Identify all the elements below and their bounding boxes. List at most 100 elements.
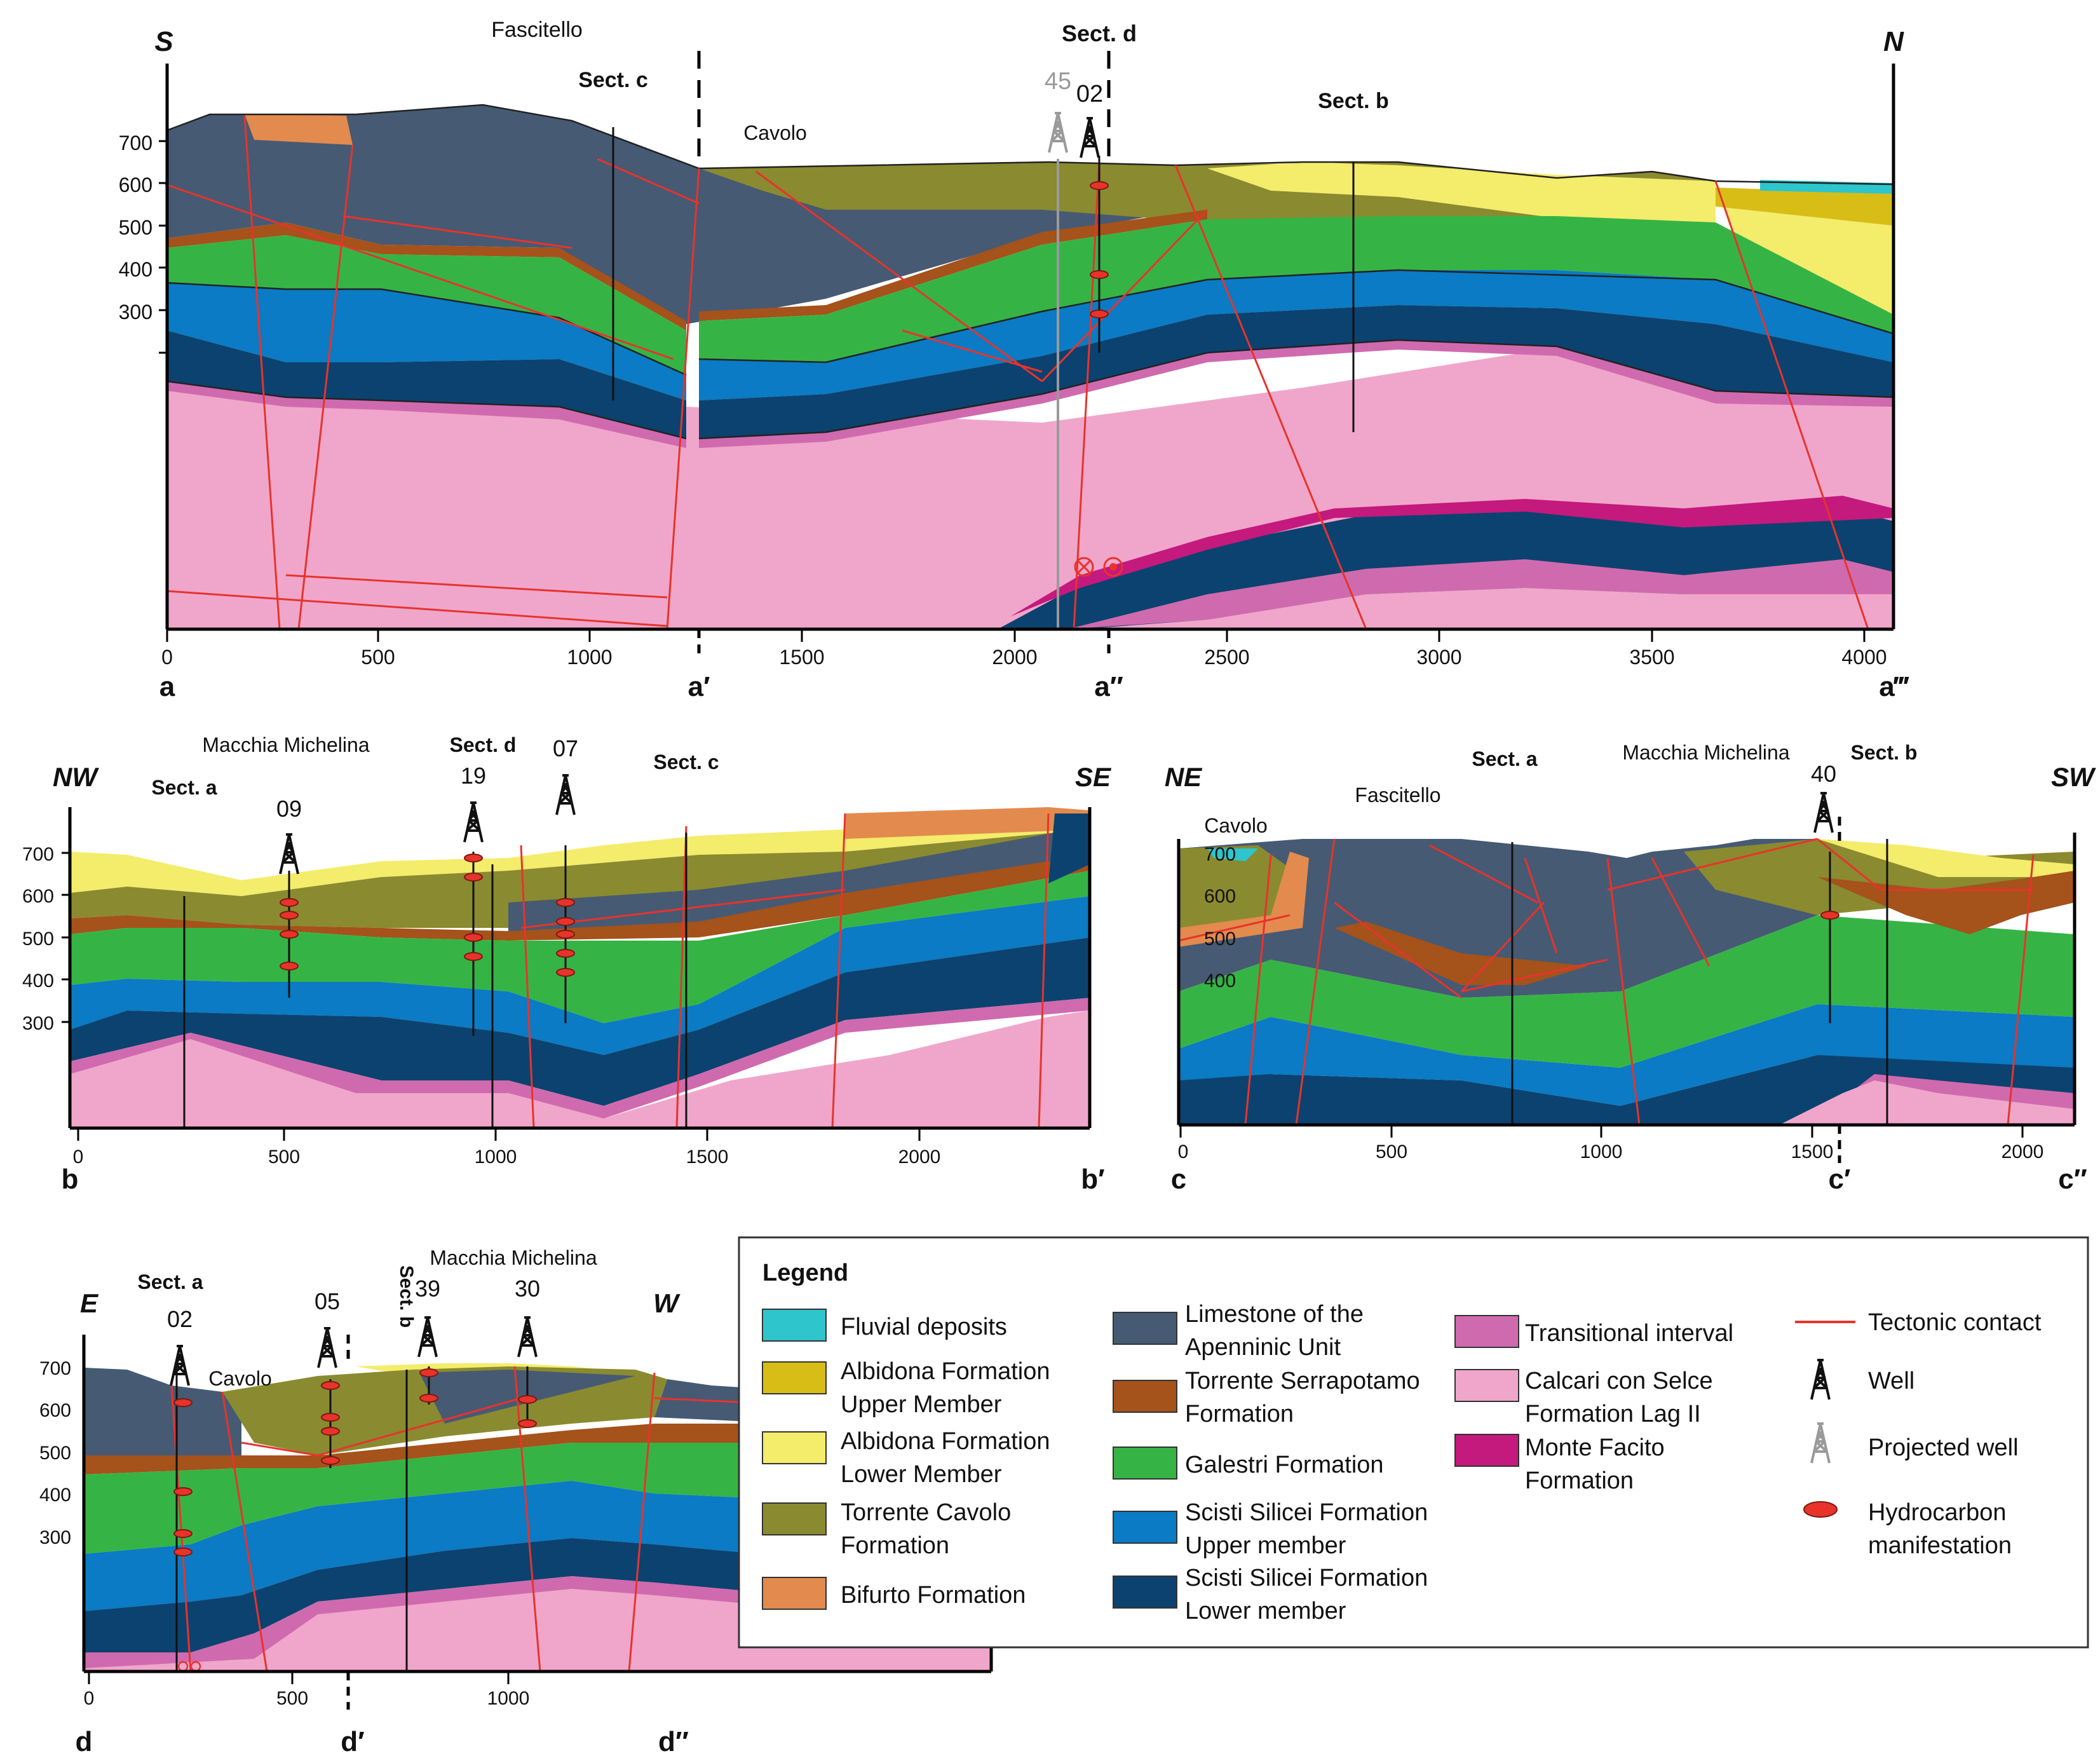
legend-cavolo: Torrente Cavolo: [841, 1499, 1011, 1526]
legend-hydrocarbon: Hydrocarbon: [1868, 1499, 2007, 1526]
legend-albidona-upper-2: Upper Member: [841, 1391, 1002, 1418]
legend-monte-facito-2: Formation: [1525, 1467, 1634, 1494]
well-icon: [1080, 117, 1100, 159]
well-30-label: 30: [515, 1276, 540, 1302]
dir-left: NE: [1165, 762, 1203, 792]
legend-albidona-upper: Albidona Formation: [841, 1358, 1050, 1385]
depth-label: 700: [22, 844, 54, 865]
cross-sect-c: Sect. c: [653, 751, 719, 773]
swatch-fluvial: [762, 1309, 827, 1342]
legend: Legend Fluvial deposits Albidona Formati…: [738, 1236, 2089, 1649]
well-icon: [170, 1345, 190, 1387]
cross-sect-d: Sect. d: [450, 733, 517, 756]
well-icon: [463, 801, 484, 843]
section-d-faults: [170, 1366, 795, 1672]
place-cavolo: Cavolo: [208, 1367, 272, 1390]
depth-label: 300: [22, 1013, 54, 1034]
point-b1: b′: [1081, 1164, 1104, 1195]
depth-label: 400: [39, 1485, 71, 1506]
depth-label: 400: [22, 970, 54, 991]
distance-label: 500: [276, 1688, 308, 1709]
projected-well-icon: [1048, 112, 1068, 154]
distance-label: 1000: [475, 1147, 517, 1167]
dir-right: SW: [2051, 762, 2096, 792]
depth-label: 600: [119, 174, 152, 196]
well-02-label: 02: [167, 1306, 193, 1332]
legend-limestone: Limestone of the: [1185, 1301, 1364, 1328]
place-cavolo: Cavolo: [743, 121, 807, 144]
well-07-label: 07: [553, 735, 578, 761]
well-icon: [517, 1316, 538, 1358]
place-macchia: Macchia Michelina: [202, 733, 369, 756]
place-macchia: Macchia Michelina: [430, 1246, 597, 1269]
section-a-well-02: [1090, 156, 1109, 353]
section-a-axes: [159, 51, 1895, 655]
point-c: c: [1171, 1164, 1186, 1195]
dir-left: S: [154, 26, 173, 57]
well-39-label: 39: [415, 1276, 440, 1302]
section-b-axes: [62, 807, 1092, 1141]
dir-right: W: [653, 1288, 681, 1318]
legend-scisti-lower: Scisti Silicei Formation: [1185, 1565, 1428, 1591]
hydrocarbon-flow-symbols: [1074, 557, 1123, 577]
well-19-label: 19: [461, 763, 486, 789]
point-c2: c″: [2058, 1164, 2087, 1195]
swatch-galestri: [1113, 1446, 1177, 1480]
point-a1: a′: [688, 671, 710, 702]
well-05-label: 05: [315, 1288, 340, 1314]
legend-bifurto: Bifurto Formation: [841, 1582, 1026, 1609]
depth-label: 500: [22, 929, 54, 950]
legend-title: Legend: [762, 1260, 848, 1286]
cross-sect-c: Sect. c: [578, 68, 648, 92]
section-c-axes: [1177, 817, 2076, 1163]
depth-label: 500: [119, 216, 152, 239]
legend-albidona-lower-2: Lower Member: [841, 1461, 1002, 1488]
legend-scisti-lower-2: Lower member: [1185, 1598, 1346, 1624]
section-d-layers: [84, 1363, 991, 1671]
distance-label: 0: [1178, 1141, 1189, 1162]
distance-label: 500: [361, 646, 395, 669]
distance-label: 1000: [487, 1688, 530, 1709]
depth-label: 300: [119, 301, 152, 323]
cross-sect-b: Sect. b: [396, 1265, 417, 1328]
swatch-monte-facito: [1454, 1434, 1519, 1467]
well-09-label: 09: [276, 796, 302, 822]
section-a-layers: [167, 105, 1893, 629]
distance-label: 1000: [567, 646, 612, 669]
legend-scisti-upper-2: Upper member: [1185, 1532, 1346, 1559]
swatch-cavolo: [762, 1502, 827, 1535]
depth-label: 400: [1204, 970, 1236, 991]
distance-label: 2500: [1204, 646, 1249, 669]
legend-monte-facito: Monte Facito: [1525, 1434, 1665, 1461]
well-icon: [279, 833, 299, 875]
distance-label: 4000: [1841, 646, 1887, 669]
legend-scisti-upper: Scisti Silicei Formation: [1185, 1499, 1428, 1526]
swatch-scisti-lower: [1113, 1576, 1177, 1609]
legend-galestri: Galestri Formation: [1185, 1452, 1384, 1478]
legend-hydrocarbon-2: manifestation: [1868, 1532, 2012, 1559]
place-cavolo: Cavolo: [1204, 814, 1268, 837]
cross-sect-a: Sect. a: [137, 1270, 203, 1293]
swatch-transitional: [1454, 1315, 1519, 1348]
section-d-wells: [173, 1366, 537, 1671]
point-d: d: [76, 1726, 93, 1757]
section-c-faults: [1178, 838, 2035, 1126]
legend-cavolo-2: Formation: [841, 1532, 949, 1559]
section-c-layers: [1179, 839, 2075, 1125]
point-b: b: [62, 1164, 79, 1195]
section-c-labels: NE SW Cavolo Fascitello Macchia Michelin…: [1165, 741, 2096, 1195]
legend-fluvial: Fluvial deposits: [841, 1314, 1007, 1340]
section-a-faults: [165, 115, 1869, 630]
dir-right: N: [1883, 26, 1904, 57]
hydrocarbon-icon: [1803, 1501, 1838, 1518]
distance-label: 2000: [2002, 1141, 2044, 1162]
projected-well-label: 45: [1045, 68, 1071, 95]
dir-right: SE: [1075, 762, 1112, 792]
swatch-albidona-lower: [762, 1431, 827, 1464]
dir-left: E: [80, 1288, 99, 1318]
well-40-label: 40: [1811, 761, 1836, 787]
distance-label: 0: [161, 646, 173, 669]
point-d2: d″: [658, 1726, 689, 1757]
legend-serrapotamo-2: Formation: [1185, 1401, 1294, 1427]
